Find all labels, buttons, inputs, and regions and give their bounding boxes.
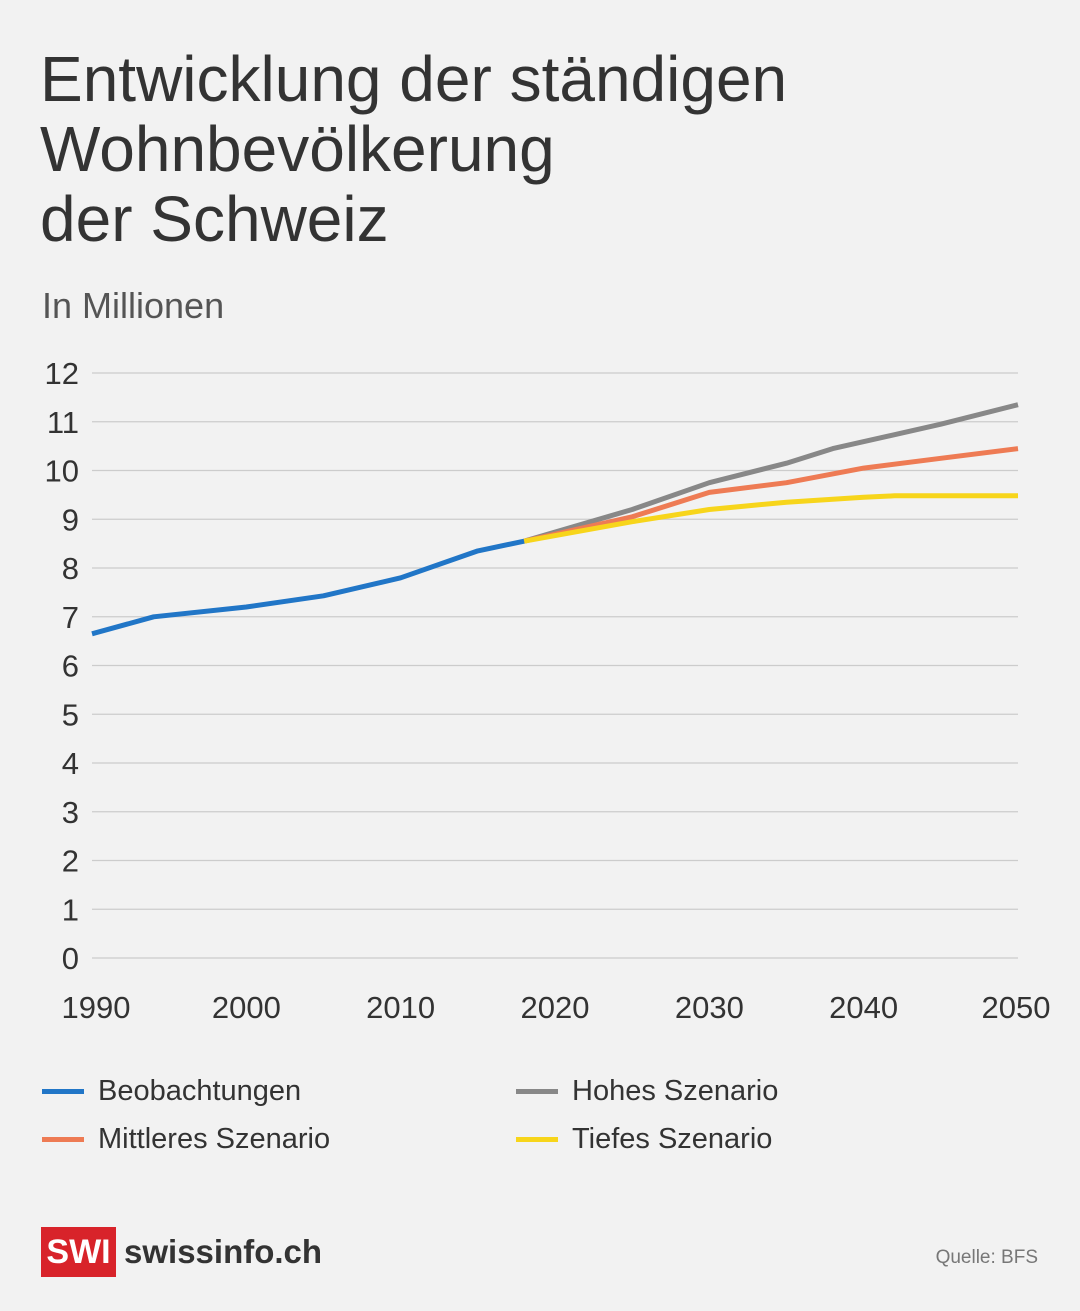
title-line-3: der Schweiz: [40, 183, 389, 255]
series-line-high: [523, 402, 1019, 544]
swi-logo-mark: SWI: [41, 1227, 116, 1277]
y-tick-label: 9: [62, 502, 79, 537]
legend-label-mid: Mittleres Szenario: [98, 1123, 331, 1155]
y-tick-label: 7: [62, 600, 79, 635]
source-note: Quelle: BFS: [935, 1247, 1038, 1268]
swissinfo-logo[interactable]: SWI swissinfo.ch: [41, 1227, 322, 1277]
y-tick-label: 2: [62, 844, 79, 879]
legend-item-high: Hohes Szenario: [516, 1075, 778, 1108]
x-tick-label: 2020: [521, 990, 590, 1025]
series-lines: [91, 402, 1019, 637]
x-tick-label: 2030: [675, 990, 744, 1025]
x-tick-label: 2010: [366, 990, 435, 1025]
y-tick-label: 5: [62, 697, 79, 732]
x-tick-label: 2040: [829, 990, 898, 1025]
title-line-2: Wohnbevölkerung: [40, 113, 555, 185]
y-tick-label: 0: [62, 941, 79, 976]
legend-swatch-high: [516, 1089, 558, 1094]
x-tick-label: 1990: [62, 990, 131, 1025]
legend-swatch-low: [516, 1137, 558, 1142]
y-tick-label: 4: [62, 746, 79, 781]
legend-label-low: Tiefes Szenario: [572, 1123, 773, 1155]
chart-legend: Beobachtungen Hohes Szenario Mittleres S…: [0, 1075, 1080, 1185]
legend-swatch-observed: [42, 1089, 84, 1094]
x-tick-label: 2050: [982, 990, 1051, 1025]
gridlines: [92, 372, 1018, 959]
y-tick-label: 1: [62, 892, 79, 927]
legend-item-mid: Mittleres Szenario: [42, 1123, 330, 1156]
series-line-low: [523, 493, 1018, 544]
title-line-1: Entwicklung der ständigen: [40, 43, 788, 115]
chart-title: Entwicklung der ständigen Wohnbevölkerun…: [40, 44, 1040, 254]
legend-swatch-mid: [42, 1137, 84, 1142]
y-tick-label: 6: [62, 649, 79, 684]
x-axis-ticks: 1990 2000 2010 2020 2030 2040 2050: [62, 990, 1051, 1025]
y-tick-label: 11: [47, 405, 79, 440]
legend-label-observed: Beobachtungen: [98, 1075, 302, 1107]
x-tick-label: 2000: [212, 990, 281, 1025]
swissinfo-logo-text: swissinfo.ch: [124, 1233, 323, 1270]
legend-label-high: Hohes Szenario: [572, 1075, 779, 1107]
y-tick-label: 12: [45, 356, 79, 391]
series-line-mid: [523, 446, 1019, 544]
series-line-observed: [91, 538, 525, 637]
chart-unit-label: In Millionen: [42, 285, 225, 326]
y-tick-label: 3: [62, 795, 79, 830]
legend-item-low: Tiefes Szenario: [516, 1123, 772, 1156]
y-tick-label: 8: [62, 551, 79, 586]
legend-item-observed: Beobachtungen: [42, 1075, 301, 1108]
y-tick-label: 10: [45, 454, 79, 489]
